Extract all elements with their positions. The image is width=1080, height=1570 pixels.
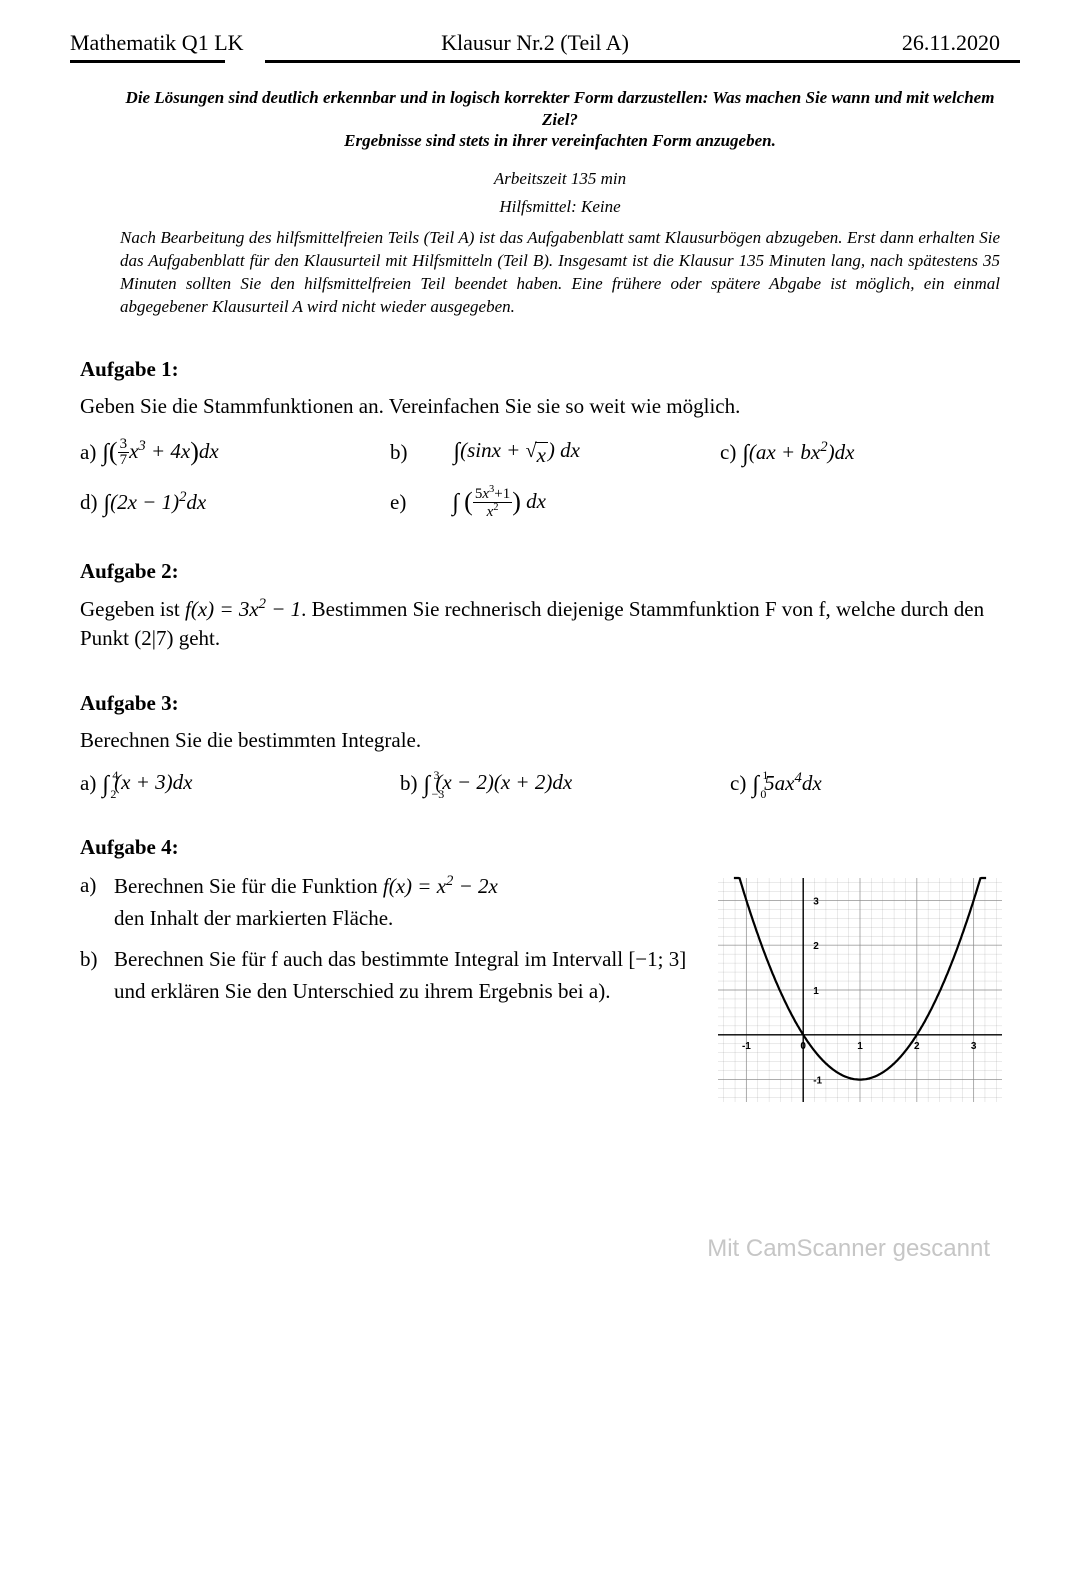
svg-text:2: 2 bbox=[813, 941, 819, 952]
instructions-paragraph: Nach Bearbeitung des hilfsmittelfreien T… bbox=[120, 227, 1000, 319]
task-1a-expr: ∫(37x3 + 4x)dx bbox=[102, 435, 218, 469]
task-1-row-1: a) ∫(37x3 + 4x)dx b) ∫(sinx + √x) dx c) … bbox=[80, 435, 1010, 469]
instructions-sub: Ergebnisse sind stets in ihrer vereinfac… bbox=[120, 131, 1000, 151]
task-3b-label: b) bbox=[400, 771, 418, 796]
svg-text:3: 3 bbox=[971, 1041, 977, 1052]
task-4: Aufgabe 4: a) Berechnen Sie für die Funk… bbox=[70, 835, 1020, 1115]
task-1-title: Aufgabe 1: bbox=[80, 357, 1010, 382]
task-2-text: Gegeben ist f(x) = 3x2 − 1. Bestimmen Si… bbox=[80, 594, 1010, 654]
svg-text:1: 1 bbox=[857, 1041, 863, 1052]
task-4a-label: a) bbox=[80, 870, 114, 934]
task-3-row: a) ∫42 (x + 3)dx b) ∫3−3 (x − 2)(x + 2)d… bbox=[80, 770, 1010, 797]
scanner-watermark: Mit CamScanner gescannt bbox=[70, 1235, 1020, 1263]
task-1c-expr: ∫(ax + bx2)dx bbox=[742, 439, 854, 466]
header-center: Klausur Nr.2 (Teil A) bbox=[361, 30, 710, 56]
task-4a-text: Berechnen Sie für die Funktion f(x) = x2… bbox=[114, 870, 498, 934]
header-rule bbox=[70, 60, 1020, 63]
task-2: Aufgabe 2: Gegeben ist f(x) = 3x2 − 1. B… bbox=[70, 559, 1020, 654]
task-4b-text: Berechnen Sie für f auch das bestimmte I… bbox=[114, 944, 690, 1007]
svg-text:3: 3 bbox=[813, 896, 819, 907]
task-2-pre: Gegeben ist bbox=[80, 597, 185, 621]
task-1b-expr: ∫(sinx + √x) dx bbox=[454, 437, 580, 468]
task-1b-label: b) bbox=[390, 440, 408, 465]
task-3a-expr: ∫42 (x + 3)dx bbox=[102, 770, 192, 796]
task-4b-label: b) bbox=[80, 944, 114, 1007]
instructions-main: Die Lösungen sind deutlich erkennbar und… bbox=[120, 87, 1000, 131]
instructions-block: Die Lösungen sind deutlich erkennbar und… bbox=[70, 87, 1020, 319]
instructions-time: Arbeitszeit 135 min bbox=[120, 169, 1000, 189]
task-2-title: Aufgabe 2: bbox=[80, 559, 1010, 584]
task-1: Aufgabe 1: Geben Sie die Stammfunktionen… bbox=[70, 357, 1020, 521]
task-4-title: Aufgabe 4: bbox=[80, 835, 1010, 860]
header-left: Mathematik Q1 LK bbox=[70, 30, 361, 56]
svg-text:-1: -1 bbox=[742, 1041, 751, 1052]
task-1-row-2: d) ∫(2x − 1)2dx e) ∫ (5x3+1x2) dx bbox=[80, 485, 1010, 521]
task-4a: a) Berechnen Sie für die Funktion f(x) =… bbox=[80, 870, 690, 934]
task-2-expr: f(x) = 3x2 − 1 bbox=[185, 597, 301, 621]
task-3b-expr: ∫3−3 (x − 2)(x + 2)dx bbox=[424, 770, 573, 796]
task-4b: b) Berechnen Sie für f auch das bestimmt… bbox=[80, 944, 690, 1007]
task-3-title: Aufgabe 3: bbox=[80, 691, 1010, 716]
task-4-graph: -1 0 1 2 3 -1 1 2 3 bbox=[710, 870, 1010, 1115]
task-1a-label: a) bbox=[80, 440, 96, 465]
page-header: Mathematik Q1 LK Klausur Nr.2 (Teil A) 2… bbox=[70, 30, 1020, 56]
svg-text:2: 2 bbox=[914, 1041, 920, 1052]
instructions-aids: Hilfsmittel: Keine bbox=[120, 197, 1000, 217]
svg-text:-1: -1 bbox=[813, 1076, 822, 1087]
task-1-text: Geben Sie die Stammfunktionen an. Verein… bbox=[80, 392, 1010, 421]
task-1e-expr: ∫ (5x3+1x2) dx bbox=[452, 485, 546, 521]
task-1c-label: c) bbox=[720, 440, 736, 465]
task-1d-label: d) bbox=[80, 490, 98, 515]
header-right: 26.11.2020 bbox=[709, 30, 1020, 56]
svg-text:0: 0 bbox=[800, 1041, 806, 1052]
task-1e-label: e) bbox=[390, 490, 406, 515]
task-3a-label: a) bbox=[80, 771, 96, 796]
task-1d-expr: ∫(2x − 1)2dx bbox=[104, 489, 207, 516]
svg-text:1: 1 bbox=[813, 986, 819, 997]
task-3c-expr: ∫10 5ax4dx bbox=[752, 770, 821, 797]
task-3-text: Berechnen Sie die bestimmten Integrale. bbox=[80, 726, 1010, 755]
task-3c-label: c) bbox=[730, 771, 746, 796]
task-3: Aufgabe 3: Berechnen Sie die bestimmten … bbox=[70, 691, 1020, 797]
